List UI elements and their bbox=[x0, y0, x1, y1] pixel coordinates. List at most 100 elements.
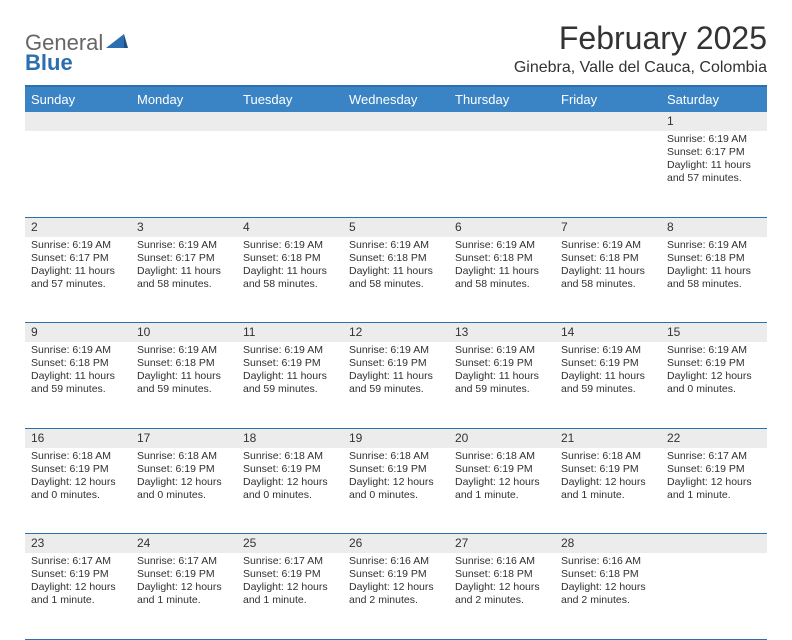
day-text: Sunrise: 6:19 AMSunset: 6:17 PMDaylight:… bbox=[131, 237, 237, 296]
sunrise-line: Sunrise: 6:17 AM bbox=[137, 555, 231, 568]
day-text: Sunrise: 6:19 AMSunset: 6:17 PMDaylight:… bbox=[25, 237, 131, 296]
day-cell: Sunrise: 6:19 AMSunset: 6:17 PMDaylight:… bbox=[131, 237, 237, 323]
weekday-header: Friday bbox=[555, 87, 661, 112]
day-cell: Sunrise: 6:19 AMSunset: 6:19 PMDaylight:… bbox=[343, 342, 449, 428]
day-cell: Sunrise: 6:19 AMSunset: 6:19 PMDaylight:… bbox=[237, 342, 343, 428]
day-number-cell: 23 bbox=[25, 534, 131, 554]
sunrise-line: Sunrise: 6:19 AM bbox=[349, 344, 443, 357]
day-cell: Sunrise: 6:19 AMSunset: 6:19 PMDaylight:… bbox=[555, 342, 661, 428]
day-text: Sunrise: 6:17 AMSunset: 6:19 PMDaylight:… bbox=[131, 553, 237, 612]
day-number-cell: 7 bbox=[555, 217, 661, 237]
logo-accent: Blue bbox=[25, 50, 73, 75]
day-text: Sunrise: 6:17 AMSunset: 6:19 PMDaylight:… bbox=[661, 448, 767, 507]
day-number-cell: 10 bbox=[131, 323, 237, 343]
day-number-cell: 22 bbox=[661, 428, 767, 448]
weekday-header: Monday bbox=[131, 87, 237, 112]
daylight-line: Daylight: 11 hours and 58 minutes. bbox=[349, 265, 443, 291]
day-text: Sunrise: 6:17 AMSunset: 6:19 PMDaylight:… bbox=[25, 553, 131, 612]
day-content-row: Sunrise: 6:18 AMSunset: 6:19 PMDaylight:… bbox=[25, 448, 767, 534]
day-number-cell: 24 bbox=[131, 534, 237, 554]
daylight-line: Daylight: 12 hours and 1 minute. bbox=[137, 581, 231, 607]
day-text: Sunrise: 6:18 AMSunset: 6:19 PMDaylight:… bbox=[25, 448, 131, 507]
sunrise-line: Sunrise: 6:18 AM bbox=[561, 450, 655, 463]
weekday-header: Tuesday bbox=[237, 87, 343, 112]
day-number-cell: 16 bbox=[25, 428, 131, 448]
sunset-line: Sunset: 6:19 PM bbox=[31, 463, 125, 476]
daylight-line: Daylight: 11 hours and 58 minutes. bbox=[561, 265, 655, 291]
sunset-line: Sunset: 6:19 PM bbox=[667, 463, 761, 476]
day-cell bbox=[661, 553, 767, 639]
day-number-row: 2345678 bbox=[25, 217, 767, 237]
logo-mark-icon bbox=[106, 30, 128, 56]
day-cell: Sunrise: 6:19 AMSunset: 6:18 PMDaylight:… bbox=[661, 237, 767, 323]
sunset-line: Sunset: 6:19 PM bbox=[349, 357, 443, 370]
sunrise-line: Sunrise: 6:19 AM bbox=[667, 239, 761, 252]
day-text: Sunrise: 6:18 AMSunset: 6:19 PMDaylight:… bbox=[237, 448, 343, 507]
day-number-row: 1 bbox=[25, 112, 767, 131]
day-cell: Sunrise: 6:19 AMSunset: 6:18 PMDaylight:… bbox=[25, 342, 131, 428]
day-number-cell: 14 bbox=[555, 323, 661, 343]
day-text: Sunrise: 6:19 AMSunset: 6:19 PMDaylight:… bbox=[555, 342, 661, 401]
day-cell bbox=[25, 131, 131, 217]
sunrise-line: Sunrise: 6:19 AM bbox=[243, 344, 337, 357]
sunset-line: Sunset: 6:18 PM bbox=[31, 357, 125, 370]
sunrise-line: Sunrise: 6:18 AM bbox=[455, 450, 549, 463]
sunset-line: Sunset: 6:19 PM bbox=[137, 463, 231, 476]
day-cell: Sunrise: 6:19 AMSunset: 6:17 PMDaylight:… bbox=[25, 237, 131, 323]
daylight-line: Daylight: 12 hours and 0 minutes. bbox=[137, 476, 231, 502]
day-text: Sunrise: 6:16 AMSunset: 6:19 PMDaylight:… bbox=[343, 553, 449, 612]
daylight-line: Daylight: 12 hours and 1 minute. bbox=[243, 581, 337, 607]
sunrise-line: Sunrise: 6:17 AM bbox=[31, 555, 125, 568]
sunset-line: Sunset: 6:18 PM bbox=[349, 252, 443, 265]
daylight-line: Daylight: 11 hours and 59 minutes. bbox=[561, 370, 655, 396]
sunset-line: Sunset: 6:18 PM bbox=[137, 357, 231, 370]
day-text: Sunrise: 6:19 AMSunset: 6:17 PMDaylight:… bbox=[661, 131, 767, 190]
daylight-line: Daylight: 12 hours and 2 minutes. bbox=[455, 581, 549, 607]
daylight-line: Daylight: 11 hours and 58 minutes. bbox=[667, 265, 761, 291]
day-number-cell bbox=[661, 534, 767, 554]
day-number-cell: 6 bbox=[449, 217, 555, 237]
day-cell: Sunrise: 6:16 AMSunset: 6:19 PMDaylight:… bbox=[343, 553, 449, 639]
daylight-line: Daylight: 12 hours and 0 minutes. bbox=[243, 476, 337, 502]
sunset-line: Sunset: 6:18 PM bbox=[455, 252, 549, 265]
daylight-line: Daylight: 11 hours and 59 minutes. bbox=[137, 370, 231, 396]
daylight-line: Daylight: 12 hours and 0 minutes. bbox=[349, 476, 443, 502]
day-content-row: Sunrise: 6:19 AMSunset: 6:18 PMDaylight:… bbox=[25, 342, 767, 428]
day-number-cell: 3 bbox=[131, 217, 237, 237]
day-cell bbox=[131, 131, 237, 217]
weekday-header: Wednesday bbox=[343, 87, 449, 112]
daylight-line: Daylight: 12 hours and 0 minutes. bbox=[667, 370, 761, 396]
sunset-line: Sunset: 6:19 PM bbox=[349, 463, 443, 476]
day-cell: Sunrise: 6:18 AMSunset: 6:19 PMDaylight:… bbox=[343, 448, 449, 534]
weekday-header: Thursday bbox=[449, 87, 555, 112]
daylight-line: Daylight: 11 hours and 57 minutes. bbox=[31, 265, 125, 291]
daylight-line: Daylight: 11 hours and 58 minutes. bbox=[137, 265, 231, 291]
day-number-cell: 20 bbox=[449, 428, 555, 448]
sunrise-line: Sunrise: 6:16 AM bbox=[455, 555, 549, 568]
sunrise-line: Sunrise: 6:19 AM bbox=[137, 239, 231, 252]
day-number-cell: 19 bbox=[343, 428, 449, 448]
day-number-cell: 28 bbox=[555, 534, 661, 554]
day-cell: Sunrise: 6:19 AMSunset: 6:18 PMDaylight:… bbox=[555, 237, 661, 323]
sunrise-line: Sunrise: 6:17 AM bbox=[243, 555, 337, 568]
day-cell: Sunrise: 6:18 AMSunset: 6:19 PMDaylight:… bbox=[131, 448, 237, 534]
daylight-line: Daylight: 11 hours and 59 minutes. bbox=[31, 370, 125, 396]
sunset-line: Sunset: 6:17 PM bbox=[31, 252, 125, 265]
day-number-cell: 2 bbox=[25, 217, 131, 237]
day-text: Sunrise: 6:18 AMSunset: 6:19 PMDaylight:… bbox=[449, 448, 555, 507]
day-number-cell: 13 bbox=[449, 323, 555, 343]
day-number-row: 232425262728 bbox=[25, 534, 767, 554]
day-cell bbox=[555, 131, 661, 217]
day-cell: Sunrise: 6:19 AMSunset: 6:18 PMDaylight:… bbox=[343, 237, 449, 323]
day-cell: Sunrise: 6:18 AMSunset: 6:19 PMDaylight:… bbox=[25, 448, 131, 534]
day-text: Sunrise: 6:19 AMSunset: 6:19 PMDaylight:… bbox=[343, 342, 449, 401]
sunrise-line: Sunrise: 6:18 AM bbox=[137, 450, 231, 463]
sunset-line: Sunset: 6:17 PM bbox=[667, 146, 761, 159]
title-block: February 2025 Ginebra, Valle del Cauca, … bbox=[514, 20, 767, 77]
sunrise-line: Sunrise: 6:18 AM bbox=[31, 450, 125, 463]
day-cell bbox=[449, 131, 555, 217]
daylight-line: Daylight: 12 hours and 1 minute. bbox=[455, 476, 549, 502]
sunrise-line: Sunrise: 6:19 AM bbox=[667, 133, 761, 146]
daylight-line: Daylight: 12 hours and 1 minute. bbox=[561, 476, 655, 502]
daylight-line: Daylight: 12 hours and 2 minutes. bbox=[349, 581, 443, 607]
